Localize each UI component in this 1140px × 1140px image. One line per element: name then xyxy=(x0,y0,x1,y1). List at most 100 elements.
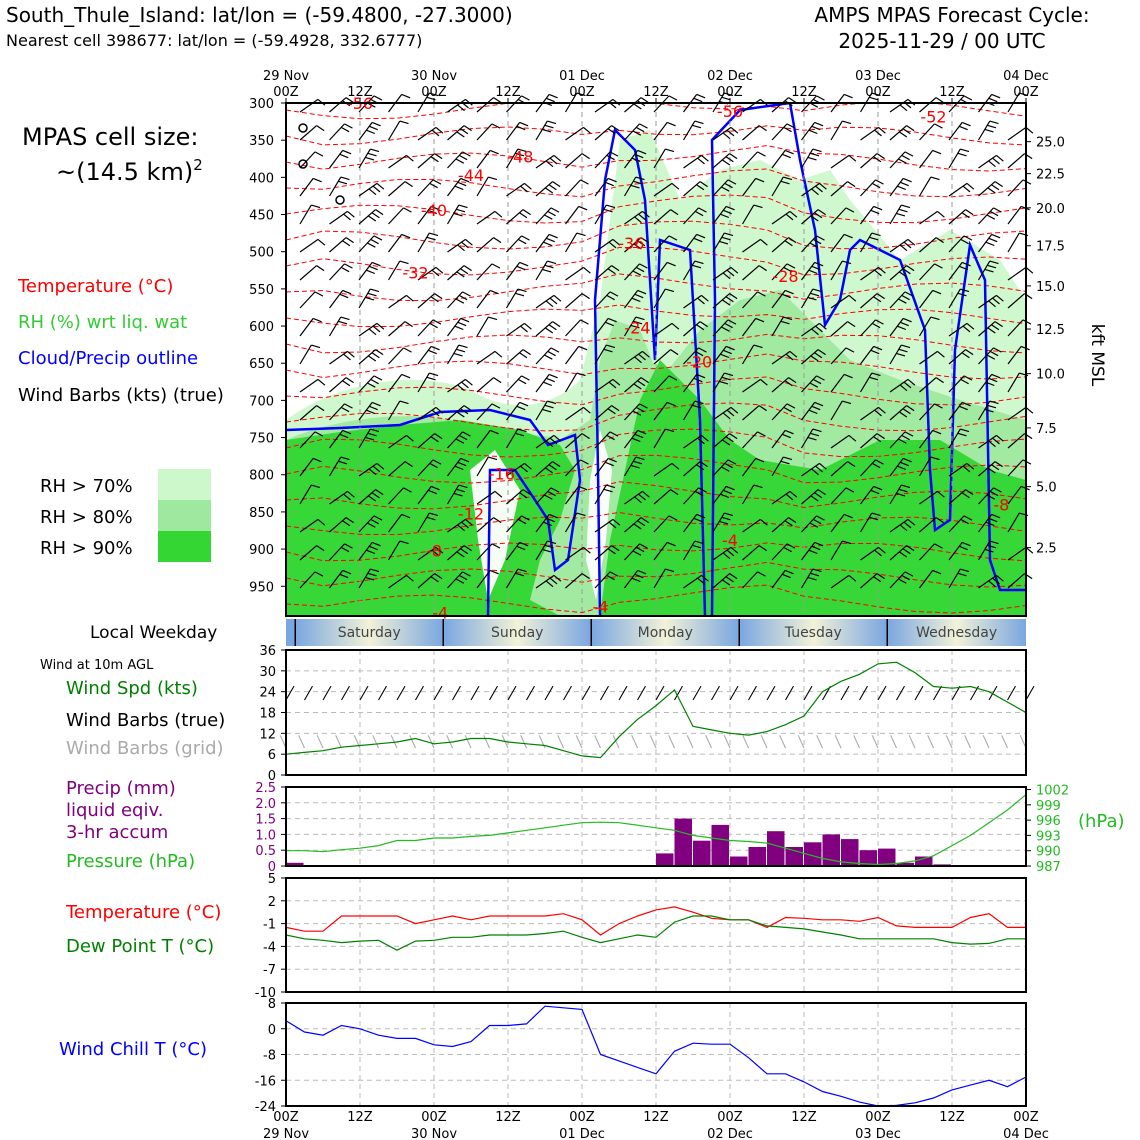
wind-barb-flag xyxy=(991,324,1000,331)
wind-barb xyxy=(299,431,324,449)
wind-barb xyxy=(978,321,1003,337)
wind-barb-flag xyxy=(989,540,999,545)
wind-barb-staff xyxy=(476,403,493,421)
wind-barb-staff xyxy=(388,574,407,589)
wind-barb-flag xyxy=(725,345,735,351)
wind-barb-flag xyxy=(898,411,908,418)
wind-barb-flag xyxy=(935,517,944,524)
wind-barb-flag xyxy=(457,321,467,327)
wind-barb-flag xyxy=(635,406,645,413)
wind-barb xyxy=(712,179,737,197)
wind-barb-flag xyxy=(809,242,819,248)
wind-barb-staff xyxy=(299,265,317,281)
legend-rh80-label: RH > 80% xyxy=(40,507,133,528)
wind-barb-flag xyxy=(789,210,798,218)
wind-barb xyxy=(771,176,793,197)
wind-barb-staff xyxy=(889,238,909,253)
panel-frame xyxy=(285,877,1027,993)
temperature-label: -8 xyxy=(426,542,442,561)
wind-barb-flag xyxy=(984,268,994,273)
wind-barb-staff xyxy=(594,125,612,141)
wind-barb-flag xyxy=(665,568,675,573)
wind-barb-staff xyxy=(683,374,698,393)
temperature-label: -4 xyxy=(722,531,738,550)
cycle-value: 2025-11-29 / 00 UTC xyxy=(838,29,1045,53)
wind-barb-flag xyxy=(434,153,443,160)
wind-barb-flag xyxy=(517,378,527,385)
grid-wind-barb xyxy=(372,735,380,749)
wind-barb-flag xyxy=(729,293,738,300)
wind-barb-flag xyxy=(871,322,881,329)
grid-wind-barb xyxy=(464,735,472,749)
wind-barb-staff xyxy=(447,405,465,421)
wind-barb-flag xyxy=(314,291,324,297)
wind-barb-flag xyxy=(666,261,676,267)
wind-barb-staff xyxy=(978,294,997,309)
top-axis-hour: 00Z xyxy=(273,85,299,100)
wind-barb-flag xyxy=(897,465,907,471)
wind-barb-flag xyxy=(493,517,502,524)
wind-barb-staff xyxy=(978,487,994,505)
wind-barb-flag xyxy=(720,353,730,359)
wind-barb-staff xyxy=(594,405,612,421)
wind-barb xyxy=(653,541,676,561)
wind-barb-flag xyxy=(729,153,738,160)
wind-barb-flag xyxy=(901,434,910,441)
wind-barb xyxy=(299,177,322,197)
wind-barb-flag xyxy=(519,121,529,127)
wind-barb-flag xyxy=(729,433,738,440)
wind-barb-staff xyxy=(417,486,432,505)
grid-wind-barb xyxy=(298,735,306,749)
wind-barb-staff xyxy=(565,486,580,505)
wind-barb-flag xyxy=(640,97,649,104)
wind-barb-flag xyxy=(730,266,739,274)
grid-wind-barb xyxy=(316,735,324,749)
wind-barb-flag xyxy=(692,264,702,269)
wind-barb-flag xyxy=(902,177,912,183)
wind-barb-flag xyxy=(807,576,817,581)
wind-barb-staff xyxy=(476,570,491,589)
wind-barb-staff xyxy=(388,347,404,365)
wind-barb-staff xyxy=(682,540,696,561)
wind-barb xyxy=(889,431,914,449)
wind-barb-staff xyxy=(535,234,550,253)
wind-barb-staff xyxy=(565,433,583,449)
wind-barb-staff xyxy=(742,378,761,393)
wind-barb xyxy=(564,512,586,533)
wind-barb-flag xyxy=(637,520,646,527)
wind-barb-staff xyxy=(653,262,668,281)
wind-barb-flag xyxy=(847,321,856,328)
wind-barb-staff xyxy=(948,122,963,141)
wind-barb-staff xyxy=(800,148,814,169)
wind-barb xyxy=(830,400,852,421)
wind-barb-flag xyxy=(342,520,351,527)
wind-barb-flag xyxy=(957,432,967,437)
wind-barb-flag xyxy=(520,185,528,193)
wind-barb-flag xyxy=(757,571,766,577)
wind-barb-flag xyxy=(542,548,552,553)
wind-barb xyxy=(860,179,884,197)
wind-barb-staff xyxy=(329,430,344,449)
wind-barb-staff xyxy=(859,232,873,253)
wind-barb-flag xyxy=(814,352,823,359)
wind-barb-flag xyxy=(489,289,499,295)
wind-barb-flag xyxy=(808,549,818,555)
wind-barb-flag xyxy=(874,549,882,557)
wind-barb xyxy=(919,350,945,365)
legend-cloud: Cloud/Precip outline xyxy=(18,348,198,369)
wind-barb-flag xyxy=(347,490,355,498)
wind-barb-flag xyxy=(426,516,436,521)
wind-barb-flag xyxy=(671,462,680,470)
wind-barb-flag xyxy=(491,403,501,409)
legend-temperature: Temperature (°C) xyxy=(17,276,173,297)
wind-barb xyxy=(801,261,824,281)
wind-barb-flag xyxy=(548,464,557,471)
pressure-tick-label: 1002 xyxy=(1036,784,1069,799)
wind-barb-staff xyxy=(624,490,643,505)
true-wind-barb xyxy=(581,685,591,701)
pressure-tick-label: 500 xyxy=(249,246,274,261)
wind-barb-flag xyxy=(811,545,821,551)
height-tick-label: 20.0 xyxy=(1036,202,1065,217)
wind-spd-label: Wind Spd (kts) xyxy=(66,678,198,699)
wind-barb-staff xyxy=(712,512,725,533)
